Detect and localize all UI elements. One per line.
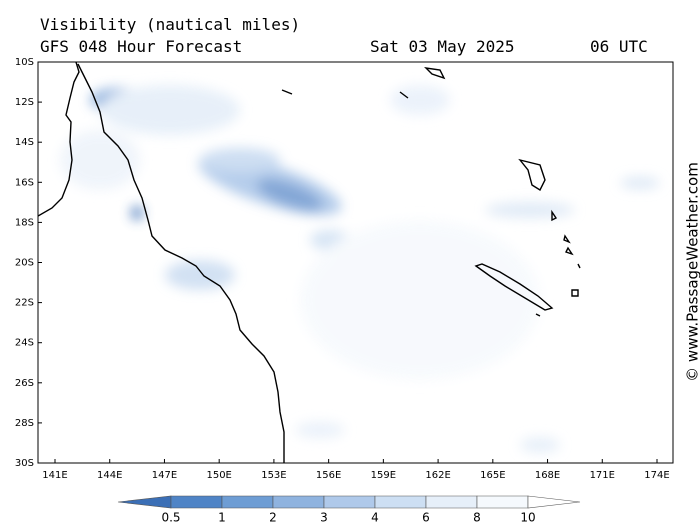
lat-label: 16S [15,177,34,188]
forecast-date: Sat 03 May 2025 [370,37,515,56]
lon-label: 156E [316,470,341,481]
colorbar-segment [528,496,580,508]
colorbar-segment [477,496,528,508]
map-title: Visibility (nautical miles) [40,15,300,34]
colorbar-label: 2 [269,511,277,525]
colorbar-segment [273,496,324,508]
map-subtitle: GFS 048 Hour Forecast [40,37,242,56]
lon-label: 147E [152,470,177,481]
colorbar-segment [171,496,222,508]
lat-label: 26S [15,378,34,389]
colorbar-segment [375,496,426,508]
lon-label: 171E [590,470,615,481]
lon-label: 150E [206,470,231,481]
visibility-field [38,62,673,463]
lat-label: 22S [15,298,34,309]
lon-label: 168E [535,470,560,481]
lat-label: 10S [15,57,34,68]
lon-label: 141E [42,470,67,481]
lon-label: 153E [261,470,286,481]
colorbar-segment [118,496,171,508]
lon-label: 159E [371,470,396,481]
lat-label: 30S [15,458,34,469]
colorbar-segment [426,496,477,508]
lat-label: 20S [15,258,34,269]
colorbar-label: 3 [320,511,328,525]
lat-label: 12S [15,97,34,108]
colorbar-label: 8 [473,511,481,525]
lat-label: 14S [15,137,34,148]
forecast-time: 06 UTC [590,37,648,56]
colorbar-segment [222,496,273,508]
watermark: © www.PassageWeather.com [684,162,700,382]
colorbar-label: 0.5 [161,511,180,525]
lon-label: 174E [644,470,669,481]
lon-label: 162E [425,470,450,481]
lon-label: 144E [97,470,122,481]
lon-label: 165E [480,470,505,481]
lat-label: 18S [15,217,34,228]
colorbar-label: 10 [520,511,535,525]
colorbar-label: 6 [422,511,430,525]
lat-label: 28S [15,418,34,429]
colorbar-label: 1 [218,511,226,525]
colorbar-label: 4 [371,511,379,525]
colorbar-segment [324,496,375,508]
lat-label: 24S [15,338,34,349]
